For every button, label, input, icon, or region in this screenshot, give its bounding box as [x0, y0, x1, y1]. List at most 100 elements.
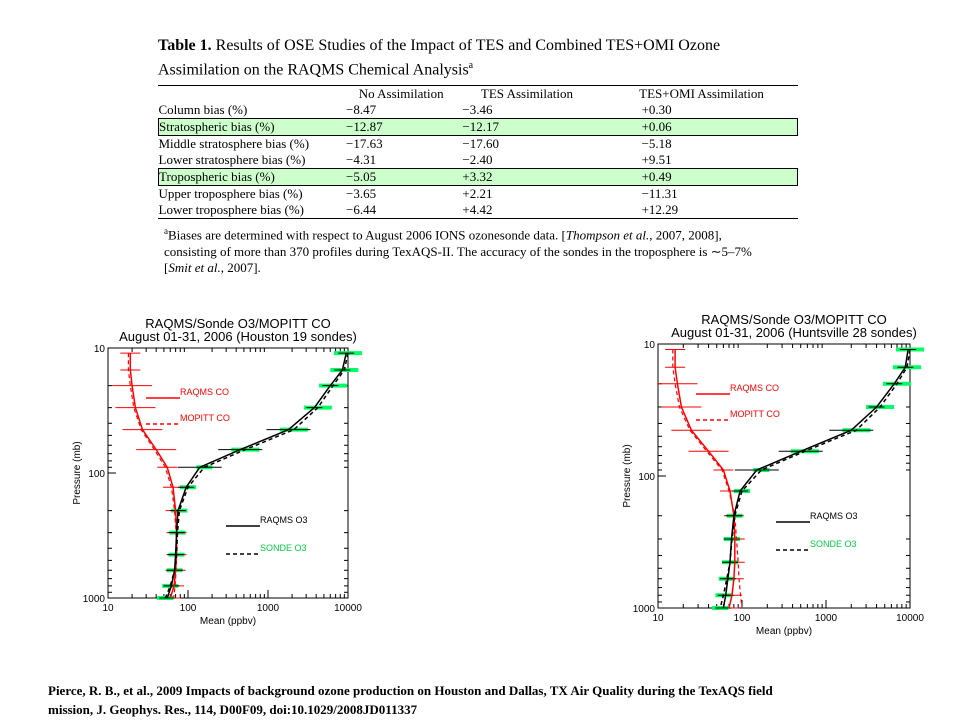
header-cell: TES+OMI Assimilation — [639, 86, 764, 102]
legend-label: RAQMS O3 — [260, 515, 308, 525]
footnote-ref: Thompson et al. — [565, 227, 650, 243]
table-top-rule — [158, 85, 798, 87]
footnote-text: Biases are determined with respect to Au… — [168, 227, 566, 243]
y-axis-label: Pressure (mb) — [72, 441, 83, 504]
row-value: −6.44 — [345, 202, 377, 218]
row-value: +0.49 — [591, 168, 798, 187]
row-value: −3.65 — [345, 186, 377, 202]
x-tick-label: 10 — [652, 613, 664, 624]
table-row: Lower troposphere bias (%) −6.44 +4.42 +12.… — [159, 202, 798, 218]
y-tick-label: 10 — [644, 340, 656, 351]
x-tick-label: 1000 — [257, 603, 280, 614]
table-row: Tropospheric bias (%) −5.05 +3.32 +0.49 — [157, 168, 798, 187]
y-tick-label: 1000 — [83, 594, 106, 605]
chart-subtitle: August 01-31, 2006 (Houston 19 sondes) — [119, 329, 357, 344]
footnote-text: consisting of more than 370 profiles dur… — [164, 243, 752, 259]
legend-label: MOPITT CO — [730, 409, 780, 419]
table-header-row: No Assimilation TES Assimilation TES+OMI… — [159, 86, 798, 102]
table-bottom-rule — [158, 218, 798, 220]
legend-label: RAQMS CO — [180, 387, 229, 397]
x-axis-label: Mean (ppbv) — [756, 626, 812, 637]
legend-label: RAQMS CO — [730, 383, 779, 393]
x-axis-label: Mean (ppbv) — [200, 616, 256, 627]
footnote-text: [ — [164, 259, 169, 275]
citation-line2: mission, J. Geophys. Res., 114, D00F09, … — [48, 702, 418, 717]
row-label: Lower troposphere bias (%) — [158, 202, 304, 218]
table-row: Lower stratosphere bias (%) −4.31 −2.40 +9.… — [159, 152, 798, 169]
mopitt-co-line — [127, 353, 178, 599]
row-value: +2.21 — [462, 186, 493, 202]
table-caption: Table 1. Results of OSE Studies of the I… — [158, 36, 798, 80]
header-cell: TES Assimilation — [480, 86, 574, 102]
footnote-sup: a — [164, 226, 168, 237]
row-value: +9.51 — [641, 152, 672, 168]
table-caption-line1: Results of OSE Studies of the Impact of … — [215, 37, 721, 54]
row-value: −12.87 — [337, 118, 457, 137]
sonde-o3-line — [719, 349, 911, 609]
row-label: Column bias (%) — [158, 102, 248, 118]
y-tick-label: 10 — [94, 344, 106, 355]
x-tick-label: 100 — [734, 613, 751, 624]
row-value: −4.31 — [345, 152, 377, 168]
legend-label: RAQMS O3 — [810, 511, 858, 521]
row-value: −5.18 — [641, 136, 672, 152]
row-label: Upper troposphere bias (%) — [158, 186, 303, 202]
sonde-o3-line — [164, 353, 349, 599]
results-table-block: Table 1. Results of OSE Studies of the I… — [157, 36, 798, 276]
row-value: +4.42 — [462, 202, 493, 218]
row-value: −5.05 — [337, 168, 457, 187]
row-value: −8.47 — [345, 102, 377, 118]
row-value: −17.63 — [345, 136, 383, 152]
footnote-text: , 2007, 2008], — [649, 227, 722, 243]
header-cell — [159, 86, 338, 102]
y-tick-label: 100 — [88, 469, 105, 480]
x-tick-label: 1000 — [815, 613, 838, 624]
header-cell: No Assimilation — [358, 86, 444, 102]
row-label: Tropospheric bias (%) — [157, 168, 338, 187]
legend-label: MOPITT CO — [180, 413, 230, 423]
table-row: Upper troposphere bias (%) −3.65 +2.21 −11.… — [159, 186, 798, 203]
raqms-o3-line — [166, 353, 347, 599]
y-axis-label: Pressure (mb) — [622, 444, 633, 507]
results-table: No Assimilation TES Assimilation TES+OMI… — [157, 86, 798, 218]
raqms-o3-line — [722, 349, 909, 609]
chart-title: RAQMS/Sonde O3/MOPITT CO — [701, 312, 886, 327]
table-caption-sup: a — [468, 60, 474, 71]
chart-title: RAQMS/Sonde O3/MOPITT CO — [145, 316, 330, 331]
row-value: −17.60 — [462, 136, 499, 152]
row-value: +3.32 — [456, 168, 592, 187]
citation-line1: Pierce, R. B., et al., 2009 Impacts of b… — [48, 683, 773, 698]
y-tick-label: 100 — [638, 472, 655, 483]
row-value: −2.40 — [462, 152, 493, 168]
table-label: Table 1. — [158, 37, 212, 54]
row-value: −11.31 — [641, 186, 678, 202]
table-caption-line2: Assimilation on the RAQMS Chemical Analy… — [158, 61, 469, 79]
x-tick-label: 100 — [180, 603, 197, 614]
raqms-co-line — [674, 349, 736, 609]
table-row: Middle stratosphere bias (%) −17.63 −17.60… — [159, 136, 798, 153]
legend-label: SONDE O3 — [260, 543, 307, 553]
citation: Pierce, R. B., et al., 2009 Impacts of b… — [48, 681, 948, 719]
footnote-text: , 2007]. — [220, 259, 261, 275]
y-tick-label: 1000 — [633, 604, 656, 615]
row-value: +0.30 — [641, 102, 672, 118]
row-value: +0.06 — [591, 118, 798, 137]
footnote-ref: Smit et al. — [168, 259, 221, 275]
row-label: Lower stratosphere bias (%) — [158, 152, 306, 168]
table-body: Column bias (%) −8.47 −3.46 +0.30 Stratosphe… — [157, 102, 798, 218]
table-row: Column bias (%) −8.47 −3.46 +0.30 — [159, 102, 798, 119]
table-row: Stratospheric bias (%) −12.87 −12.17 +0.06 — [157, 118, 798, 137]
x-tick-label: 10000 — [334, 603, 362, 614]
row-value: +12.29 — [641, 202, 679, 218]
row-value: −3.46 — [462, 102, 493, 118]
chart-subtitle: August 01-31, 2006 (Huntsville 28 sondes… — [671, 325, 917, 340]
raqms-co-line — [129, 353, 178, 599]
table-footnote: aBiases are determined with respect to A… — [158, 223, 798, 275]
row-label: Middle stratosphere bias (%) — [158, 136, 310, 152]
legend-label: SONDE O3 — [810, 539, 857, 549]
x-tick-label: 10000 — [896, 613, 924, 624]
mopitt-co-line — [672, 349, 743, 609]
x-tick-label: 10 — [102, 603, 114, 614]
